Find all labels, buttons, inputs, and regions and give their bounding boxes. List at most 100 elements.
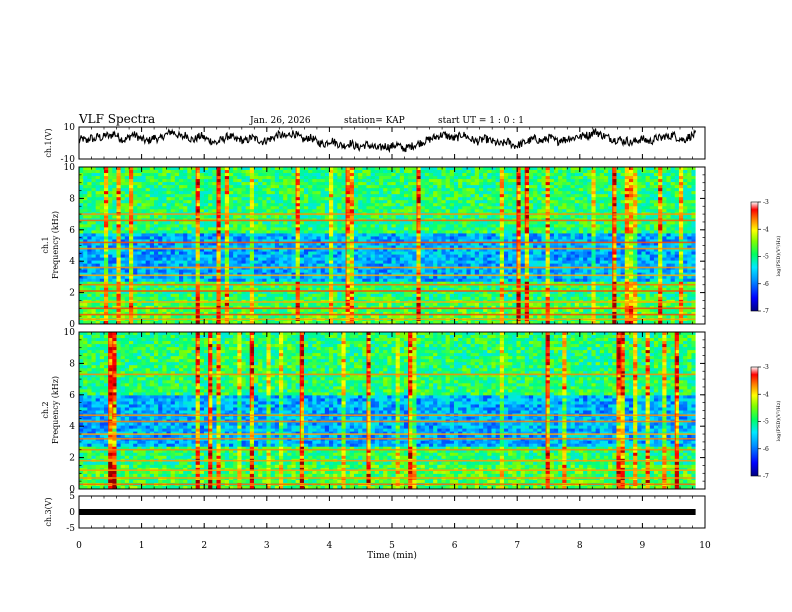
spectrogram-cell (270, 248, 276, 252)
spectrogram-cell (241, 179, 247, 183)
spectrogram-cell (383, 200, 388, 204)
spectrogram-cell (262, 197, 267, 201)
spectrogram-cell (328, 194, 334, 198)
spectrogram-cell (645, 242, 651, 246)
spectrogram-cell (104, 179, 109, 183)
spectrogram-cell (287, 209, 292, 213)
spectrogram-cell (478, 233, 484, 237)
spectrogram-cell (133, 260, 138, 265)
spectrogram-cell (524, 173, 530, 177)
spectrogram-cell (324, 203, 330, 207)
spectrogram-cell (383, 257, 388, 261)
spectrogram-cell (129, 233, 134, 237)
spectrogram-cell (224, 194, 230, 198)
spectrogram-cell (324, 167, 330, 171)
spectrogram-cell (108, 248, 113, 252)
spectrogram-cell (399, 260, 405, 265)
spectrogram-cell (612, 251, 617, 255)
spectrogram-cell (537, 197, 542, 201)
spectrogram-cell (129, 221, 134, 225)
spectrogram-cell (658, 242, 663, 246)
spectrogram-cell (624, 254, 630, 258)
spectrogram-cell (549, 194, 555, 198)
spectrogram-cell (378, 263, 384, 268)
spectrogram-cell (291, 263, 297, 268)
spectrogram-cell (353, 185, 359, 189)
spectrogram-cell (566, 245, 572, 249)
spectrogram-cell (616, 206, 622, 210)
spectrogram-cell (558, 227, 563, 231)
spectrogram-cell (349, 167, 355, 171)
spectrogram-cell (424, 209, 430, 213)
spectrogram-cell (374, 263, 380, 268)
spectrogram-cell (641, 221, 647, 225)
spectrogram-cell (608, 170, 613, 174)
spectrogram-cell (245, 185, 251, 189)
spectrogram-cell (195, 221, 201, 225)
spectrogram-cell (453, 233, 459, 237)
spectrogram-cell (408, 242, 413, 246)
spectrogram-cell (637, 248, 642, 252)
spectrogram-cell (383, 251, 388, 255)
spectrogram-cell (674, 176, 680, 180)
spectrogram-cell (620, 215, 626, 219)
spectrogram-cell (678, 260, 684, 265)
spectrogram-cell (541, 224, 547, 228)
spectrogram-cell (578, 200, 584, 204)
spectrogram-cell (91, 179, 97, 183)
spectrogram-cell (212, 194, 217, 198)
spectrogram-cell (412, 188, 417, 192)
spectrogram-cell (170, 224, 176, 228)
spectrogram-cell (578, 233, 584, 237)
spectrogram-cell (374, 233, 380, 237)
spectrogram-cell (374, 242, 380, 246)
spectrogram-cell (183, 263, 188, 268)
spectrogram-cell (324, 173, 330, 177)
spectrogram-cell (137, 236, 142, 240)
spectrogram-cell (603, 215, 609, 219)
spectrogram-cell (174, 233, 180, 237)
spectrogram-cell (95, 224, 101, 228)
spectrogram-cell (608, 203, 613, 207)
spectrogram-cell (395, 227, 401, 231)
spectrogram-cell (524, 254, 530, 258)
spectrogram-cell (312, 251, 317, 255)
spectrogram-cell (262, 182, 267, 186)
spectrogram-cell (337, 191, 342, 195)
spectrogram-cell (195, 167, 201, 171)
spectrogram-cell (145, 185, 151, 189)
spectrogram-cell (558, 260, 563, 265)
spectrogram-cell (478, 188, 484, 192)
spectrogram-cell (395, 170, 401, 174)
spectrogram-cell (233, 233, 238, 237)
spectrogram-cell (683, 200, 688, 204)
spectrogram-cell (303, 245, 309, 249)
spectrogram-cell (458, 191, 463, 195)
spectrogram-cell (162, 233, 167, 237)
spectrogram-cell (303, 200, 309, 204)
spectrogram-cell (383, 206, 388, 210)
spectrogram-cell (320, 227, 326, 231)
spectrogram-cell (253, 260, 259, 265)
spectrogram-cell (620, 227, 626, 231)
spectrogram-cell (303, 191, 309, 195)
spectrogram-cell (158, 248, 163, 252)
spectrogram-cell (149, 209, 155, 213)
spectrogram-cell (562, 170, 567, 174)
spectrogram-cell (345, 173, 351, 177)
spectrogram-cell (620, 203, 626, 207)
spectrogram-cell (658, 206, 663, 210)
spectrogram-cell (195, 209, 201, 213)
spectrogram-cell (178, 188, 184, 192)
spectrogram-cell (616, 257, 622, 261)
spectrogram-cell (83, 182, 88, 186)
spectrogram-cell (208, 206, 213, 210)
spectrogram-cell (570, 230, 576, 234)
spectrogram-cell (516, 233, 522, 237)
spectrogram-cell (449, 200, 455, 204)
spectrogram-cell (641, 173, 647, 177)
spectrogram-cell (499, 230, 505, 234)
spectrogram-cell (399, 209, 405, 213)
spectrogram-cell (245, 188, 251, 192)
spectrogram-cell (149, 233, 155, 237)
